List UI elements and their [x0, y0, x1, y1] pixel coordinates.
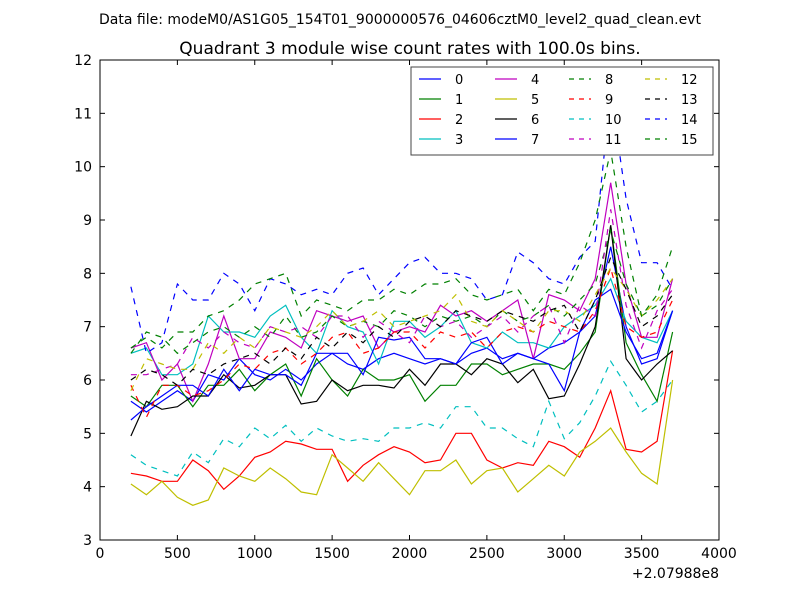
axes: 0 500 1000 1500 2000 2500 3000 3500 4000 3 4 5 6 7 8 9 1…	[74, 53, 737, 562]
legend-label-12: 12	[681, 73, 698, 88]
legend-label-10: 10	[605, 113, 622, 128]
x-tick-label: 500	[164, 546, 191, 562]
series-layer	[130, 91, 674, 506]
legend-label-14: 14	[681, 113, 698, 128]
x-tick-label: 1500	[314, 546, 350, 562]
legend-label-11: 11	[605, 133, 622, 148]
data-file-label: Data file: modeM0/AS1G05_154T01_90000005…	[99, 12, 701, 28]
legend-label-0: 0	[455, 73, 463, 88]
x-tick-label: 4000	[701, 546, 737, 562]
legend-label-9: 9	[605, 93, 613, 108]
legend-box	[410, 66, 714, 156]
x-tick-label: 2000	[392, 546, 428, 562]
x-tick-label: 0	[96, 546, 105, 562]
series-line-1	[130, 225, 674, 408]
y-tick-label: 12	[74, 53, 92, 69]
x-tick-label: 1000	[237, 546, 273, 562]
legend-label-6: 6	[531, 113, 539, 128]
series-line-4	[130, 182, 674, 403]
series-line-11	[130, 209, 674, 376]
x-offset-label: +2.07988e8	[632, 566, 719, 582]
series-line-5	[130, 379, 674, 506]
x-tick-label: 3000	[546, 546, 582, 562]
legend-label-7: 7	[531, 133, 539, 148]
legend-label-2: 2	[455, 113, 463, 128]
chart-title: Quadrant 3 module wise count rates with …	[179, 39, 640, 59]
legend-label-3: 3	[455, 133, 463, 148]
y-tick-label: 6	[83, 373, 92, 389]
x-tick-label: 2500	[469, 546, 505, 562]
y-tick-label: 4	[83, 480, 92, 496]
y-tick-label: 3	[83, 533, 92, 549]
series-line-9	[130, 265, 674, 419]
legend-label-1: 1	[455, 93, 463, 108]
y-tick-label: 10	[74, 160, 92, 176]
legend-label-8: 8	[605, 73, 613, 88]
y-tick-label: 9	[83, 213, 92, 229]
series-line-3	[130, 277, 674, 376]
x-tick-label: 3500	[624, 546, 660, 562]
series-line-2	[130, 350, 674, 491]
series-line-6	[130, 225, 673, 437]
legend-label-15: 15	[681, 133, 698, 148]
series-line-8	[130, 228, 674, 355]
legend-label-5: 5	[531, 93, 539, 108]
legend-label-4: 4	[531, 73, 539, 88]
series-line-13	[130, 255, 674, 387]
series-line-10	[130, 360, 674, 477]
series-line-15	[130, 150, 674, 349]
y-tick-label: 5	[83, 426, 92, 442]
y-tick-label: 11	[74, 106, 92, 122]
series-line-12	[130, 266, 674, 391]
y-tick-label: 8	[83, 266, 92, 282]
legend-label-13: 13	[681, 93, 698, 108]
y-tick-label: 7	[83, 320, 92, 336]
